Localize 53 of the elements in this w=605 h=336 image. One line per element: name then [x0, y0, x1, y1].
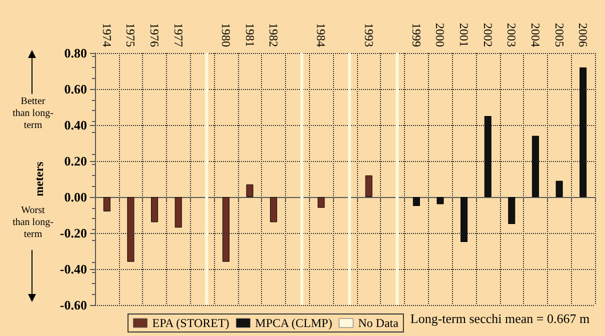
x-tick-label: 1982	[266, 23, 281, 47]
bar	[532, 136, 539, 197]
x-tick-label: 1974	[100, 23, 114, 47]
x-tick-label: 1980	[218, 23, 233, 47]
bar	[484, 116, 492, 197]
bar	[348, 53, 351, 305]
bar	[508, 197, 516, 224]
y-axis-title: meters	[32, 161, 46, 196]
x-tick-label: 1975	[124, 23, 138, 47]
y-tick-label: 0.20	[64, 154, 87, 168]
x-tick-label: 2006	[576, 23, 590, 47]
bar	[436, 197, 444, 204]
text: Long-term secchi mean = 0.667 m	[409, 311, 591, 326]
bar	[318, 197, 325, 208]
x-tick-label: 1976	[148, 23, 162, 47]
x-tick-label: 1981	[242, 23, 257, 47]
x-tick-label: 2001	[457, 23, 472, 47]
x-tick-label: 2002	[480, 23, 495, 47]
legend-label: MPCA (CLMP)	[255, 316, 332, 330]
text: Worst than long-term	[12, 205, 54, 241]
text: Better than long-term	[12, 96, 54, 132]
x-tick-label: 1999	[409, 23, 424, 47]
y-tick-label: 0.40	[64, 118, 87, 132]
bar	[365, 175, 372, 197]
y-tick-label: -0.20	[60, 226, 87, 240]
x-tick-label: 1984	[314, 23, 328, 47]
legend-label: No Data	[358, 316, 400, 330]
bar	[246, 184, 254, 197]
bar	[300, 53, 304, 305]
bar	[151, 197, 158, 222]
x-tick-label: 2005	[552, 23, 566, 47]
y-tick-label: 0.80	[64, 46, 87, 60]
bar	[103, 197, 110, 212]
y-tick-label: 0.00	[64, 190, 87, 204]
x-tick-label: 2004	[528, 23, 542, 47]
legend-label: EPA (STORET)	[152, 316, 230, 330]
bar	[580, 67, 587, 197]
bar	[270, 197, 278, 222]
x-tick-label: 2003	[504, 23, 519, 47]
y-tick-label: 0.60	[64, 82, 87, 96]
bar	[205, 53, 208, 305]
bar	[396, 53, 399, 305]
x-tick-label: 1993	[362, 23, 376, 47]
x-tick-label: 1977	[171, 23, 186, 47]
y-tick-label: -0.40	[60, 262, 87, 276]
x-tick-label: 2000	[433, 23, 448, 47]
bar	[412, 197, 420, 206]
bar	[556, 180, 563, 197]
bar	[127, 197, 134, 262]
y-tick-label: -0.60	[60, 298, 87, 312]
bar	[222, 197, 230, 262]
bar	[460, 197, 468, 242]
bar	[174, 197, 182, 228]
